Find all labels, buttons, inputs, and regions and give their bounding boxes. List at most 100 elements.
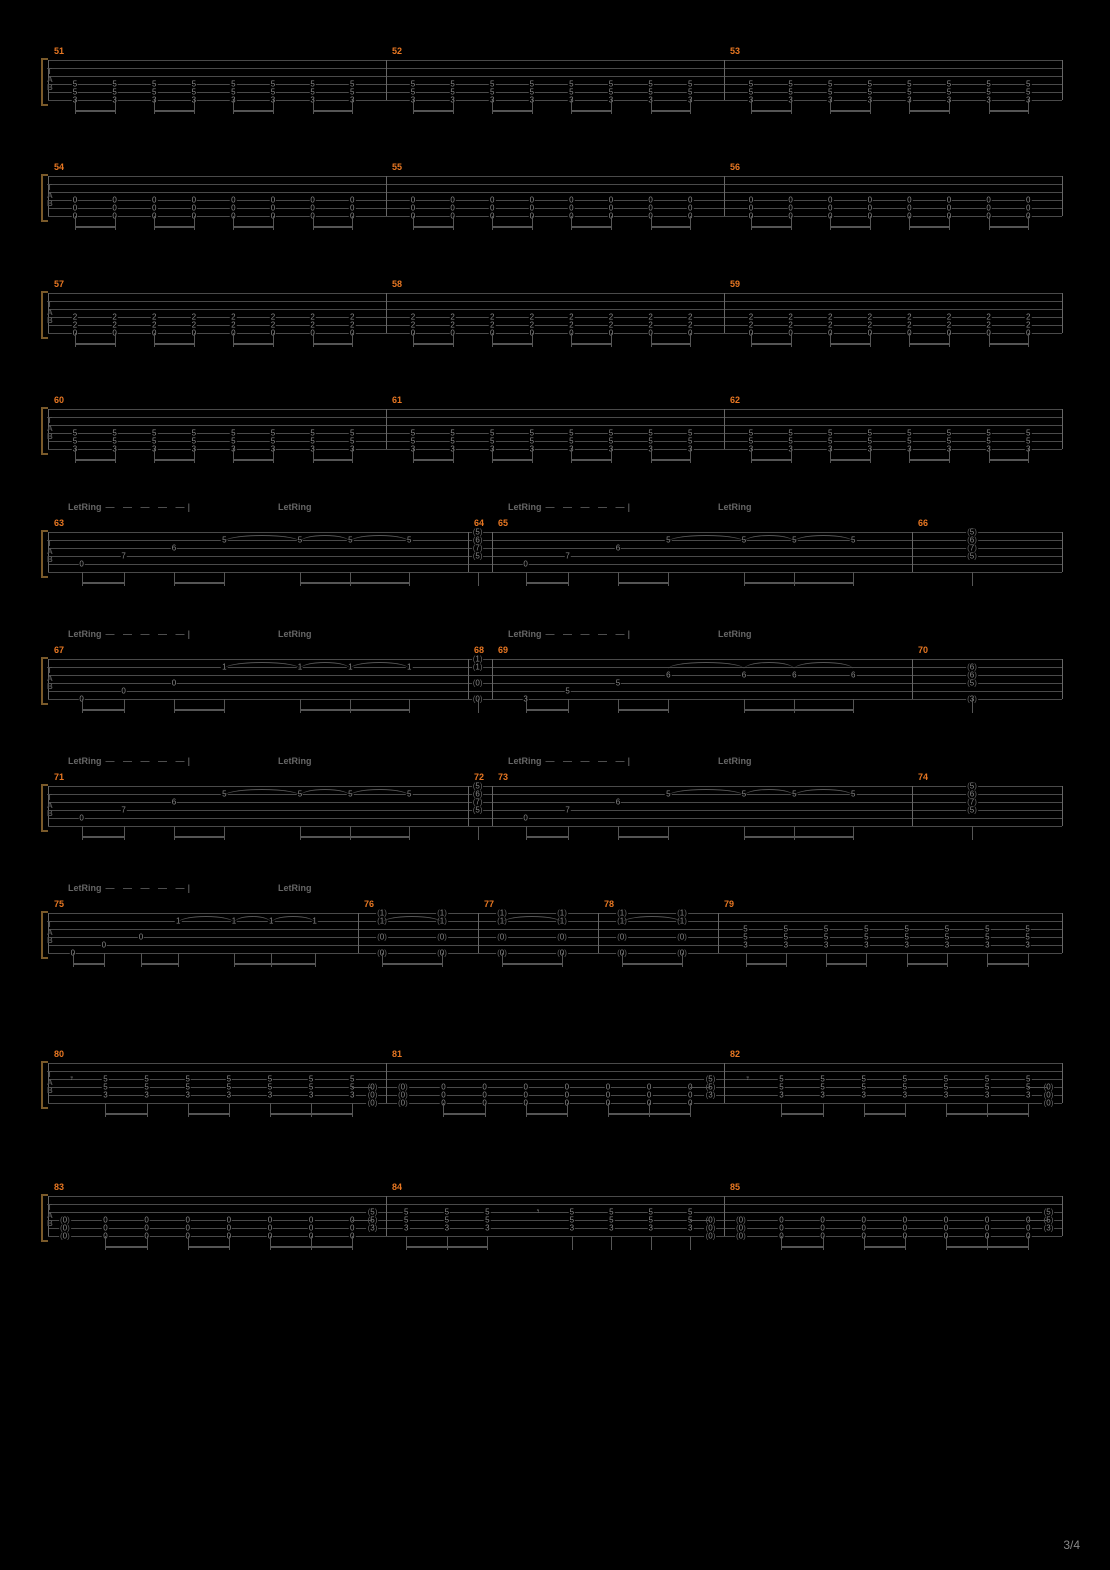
fret-number: 0	[410, 205, 416, 212]
string-line	[48, 1071, 1062, 1072]
fret-number: 0	[376, 934, 388, 941]
fret-number: 5	[1025, 81, 1031, 88]
fret-number: 2	[647, 322, 653, 329]
fret-number: 0	[120, 688, 126, 695]
let-ring-annotation: LetRing	[718, 502, 752, 512]
beam	[909, 343, 949, 345]
fret-number: 0	[481, 1092, 487, 1099]
note-stem	[315, 953, 316, 967]
beam	[82, 709, 124, 711]
fret-number: 5	[966, 529, 978, 536]
fret-number: 0	[985, 205, 991, 212]
fret-number: 5	[1025, 89, 1031, 96]
fret-number: 0	[984, 1217, 990, 1224]
fret-number: 5	[946, 430, 952, 437]
note-stem	[1028, 216, 1029, 230]
fret-number: 0	[860, 1217, 866, 1224]
beam	[909, 226, 949, 228]
note-stem	[690, 1103, 691, 1117]
note-stem	[1028, 333, 1029, 347]
fret-number: 7	[120, 807, 126, 814]
fret-number: 0	[367, 1092, 379, 1099]
fret-number: 5	[687, 81, 693, 88]
measure-number: 67	[54, 645, 64, 655]
string-line	[48, 556, 1062, 557]
barline	[1062, 659, 1063, 699]
string-line	[48, 683, 1062, 684]
fret-number: 5	[230, 89, 236, 96]
staff: 5535535535535535535535535535535535535535…	[48, 60, 1062, 100]
fret-number: 5	[184, 1084, 190, 1091]
beam	[830, 226, 870, 228]
note-stem	[866, 953, 867, 967]
fret-number: 0	[267, 1225, 273, 1232]
fret-number: 0	[748, 197, 754, 204]
beam	[413, 226, 453, 228]
fret-number: 6	[850, 672, 856, 679]
fret-number: 0	[616, 934, 628, 941]
fret-number: 5	[349, 430, 355, 437]
fret-number: 3	[1043, 1225, 1055, 1232]
slide	[1028, 1087, 1048, 1088]
fret-number: 0	[1025, 1225, 1031, 1232]
barline	[1062, 293, 1063, 333]
note-stem	[224, 572, 225, 586]
barline	[386, 176, 387, 216]
fret-number: 3	[819, 1092, 825, 1099]
note-stem	[194, 333, 195, 347]
fret-number: 2	[647, 314, 653, 321]
fret-number: 0	[705, 1233, 717, 1240]
fret-number: 5	[367, 1209, 379, 1216]
fret-number: 0	[522, 1092, 528, 1099]
fret-number: 2	[687, 314, 693, 321]
fret-number: 2	[270, 322, 276, 329]
barline	[1062, 1196, 1063, 1236]
fret-number: 5	[349, 89, 355, 96]
note-stem	[532, 333, 533, 347]
fret-number: 5	[860, 1076, 866, 1083]
fret-number: 6	[966, 791, 978, 798]
note-stem	[568, 826, 569, 840]
tie	[300, 789, 350, 796]
note-stem	[949, 449, 950, 463]
fret-number: 0	[270, 205, 276, 212]
fret-number: 5	[608, 430, 614, 437]
fret-number: 5	[349, 438, 355, 445]
fret-number: 0	[449, 205, 455, 212]
beam	[651, 110, 691, 112]
note-stem	[853, 826, 854, 840]
beam	[75, 110, 115, 112]
beam	[744, 582, 853, 584]
fret-number: 3	[267, 1092, 273, 1099]
measure-number: 53	[730, 46, 740, 56]
note-stem	[273, 449, 274, 463]
fret-number: 0	[59, 1233, 71, 1240]
fret-number: 0	[605, 1092, 611, 1099]
fret-number: 0	[309, 205, 315, 212]
beam	[188, 1246, 229, 1248]
barline	[386, 1063, 387, 1103]
beam	[154, 343, 194, 345]
fret-number: 0	[906, 205, 912, 212]
fret-number: 0	[472, 680, 484, 687]
fret-number: 0	[906, 197, 912, 204]
fret-number: 5	[309, 430, 315, 437]
fret-number: 0	[819, 1225, 825, 1232]
fret-number: 0	[436, 934, 448, 941]
beam	[141, 963, 178, 965]
fret-number: 5	[568, 89, 574, 96]
beam	[492, 226, 532, 228]
fret-number: 0	[1043, 1092, 1055, 1099]
let-ring-annotation: LetRing— — — — —|	[508, 629, 633, 639]
fret-number: 5	[687, 438, 693, 445]
fret-number: 5	[984, 926, 990, 933]
fret-number: 3	[902, 1092, 908, 1099]
tab-clef: TAB	[47, 184, 53, 208]
fret-number: 2	[529, 322, 535, 329]
fret-number: 0	[529, 205, 535, 212]
fret-number: 0	[735, 1233, 747, 1240]
fret-number: 5	[102, 1076, 108, 1083]
fret-number: 5	[827, 430, 833, 437]
fret-number: 5	[102, 1084, 108, 1091]
fret-number: 5	[748, 438, 754, 445]
